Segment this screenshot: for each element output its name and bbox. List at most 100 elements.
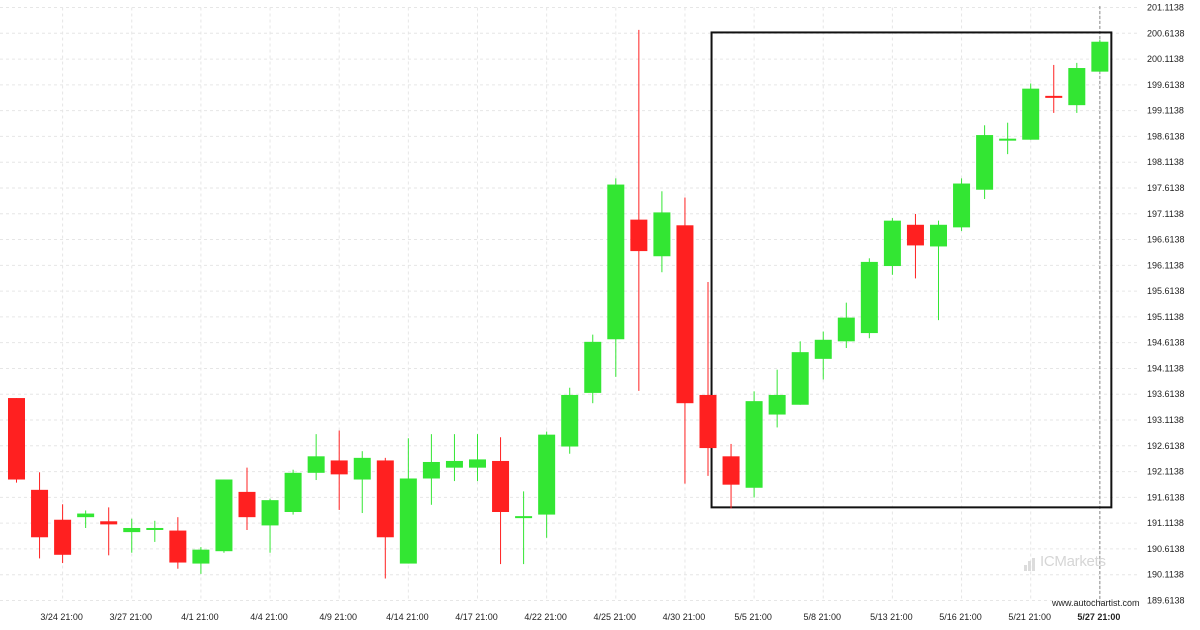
brand-bars-icon — [1024, 554, 1036, 571]
y-tick-label: 195.6138 — [1147, 286, 1185, 296]
candle-body — [422, 461, 440, 479]
candle-down — [906, 213, 924, 279]
candle-down — [699, 282, 717, 476]
candle-body — [630, 219, 648, 252]
y-tick-label: 191.1138 — [1147, 518, 1184, 528]
candle-body — [930, 224, 947, 247]
candle-body — [515, 516, 533, 519]
y-tick-label: 198.1138 — [1147, 157, 1184, 167]
candles — [8, 29, 1109, 579]
candle-up — [445, 434, 463, 482]
candle-up — [999, 122, 1017, 155]
y-axis: 201.1138 200.6138 200.1138 199.6138 199.1138… — [1147, 3, 1185, 606]
y-tick-label: 200.1138 — [1147, 54, 1184, 64]
candle-body — [906, 224, 924, 246]
grid — [0, 6, 1140, 605]
x-tick-label: 4/22 21:00 — [524, 612, 567, 622]
y-tick-label: 201.1138 — [1147, 3, 1184, 13]
candle-up — [469, 434, 486, 482]
candle-down — [54, 504, 72, 564]
candle-up — [607, 178, 625, 377]
y-tick-label: 189.6138 — [1147, 596, 1185, 606]
x-tick-label: 4/17 21:00 — [455, 612, 498, 622]
candle-up — [1091, 39, 1109, 72]
brand-watermark: ICMarkets — [1024, 553, 1106, 571]
candle-body — [538, 434, 556, 515]
candle-down — [676, 197, 694, 484]
candle-body — [492, 460, 510, 513]
candle-up — [837, 302, 855, 349]
candle-body — [469, 459, 486, 468]
candle-body — [100, 521, 118, 525]
x-tick-label: 5/21 21:00 — [1008, 612, 1051, 622]
x-tick-label: 4/1 21:00 — [181, 612, 219, 622]
candle-up — [1068, 62, 1086, 113]
candle-down — [722, 443, 740, 509]
candle-body — [1091, 41, 1109, 72]
y-tick-label: 196.1138 — [1147, 260, 1184, 270]
x-tick-label: 4/14 21:00 — [386, 612, 429, 622]
candle-up — [860, 258, 878, 339]
x-tick-label: 4/9 21:00 — [319, 612, 357, 622]
y-tick-label: 192.1138 — [1147, 467, 1184, 477]
candle-up — [123, 518, 141, 553]
candle-up — [883, 218, 901, 275]
candle-up — [307, 434, 325, 481]
candle-body — [123, 527, 141, 533]
website-link[interactable]: www.autochartist.com — [1052, 598, 1140, 608]
candle-body — [1022, 88, 1040, 140]
candle-body — [284, 472, 302, 513]
candle-body — [215, 479, 233, 552]
y-tick-label: 194.6138 — [1147, 338, 1185, 348]
candle-body — [722, 456, 740, 485]
candle-up — [77, 510, 95, 528]
brand-logo-text: ICMarkets — [1040, 553, 1106, 570]
candle-up — [953, 178, 971, 231]
candle-body — [399, 478, 417, 564]
candle-down — [492, 437, 510, 565]
candle-body — [1045, 95, 1063, 98]
y-tick-label: 199.1138 — [1147, 106, 1184, 116]
candle-body — [607, 184, 625, 340]
x-tick-label: 4/4 21:00 — [250, 612, 288, 622]
candle-down — [169, 517, 187, 569]
candle-body — [883, 220, 901, 267]
candle-down — [376, 457, 394, 579]
candle-up — [584, 334, 602, 404]
candle-down — [100, 507, 118, 556]
candle-body — [814, 339, 832, 359]
candle-body — [976, 135, 994, 190]
candle-body — [999, 138, 1017, 141]
y-tick-label: 197.1138 — [1147, 209, 1184, 219]
candle-body — [54, 519, 72, 555]
candle-body — [791, 352, 809, 405]
candle-down — [8, 398, 25, 483]
candle-body — [1068, 68, 1086, 106]
candle-body — [445, 460, 463, 468]
y-tick-label: 191.6138 — [1147, 492, 1185, 502]
candle-up — [930, 220, 947, 321]
y-tick-label: 193.6138 — [1147, 389, 1185, 399]
candle-body — [353, 457, 371, 480]
candle-up — [653, 191, 671, 273]
y-tick-label: 200.6138 — [1147, 28, 1185, 38]
candle-up — [515, 491, 533, 565]
candle-body — [676, 225, 694, 404]
candle-up — [146, 520, 164, 542]
candle-down — [330, 430, 348, 510]
pattern-box — [710, 31, 1113, 509]
y-tick-label: 196.6138 — [1147, 235, 1185, 245]
candle-down — [31, 472, 49, 559]
x-tick-label: 5/5 21:00 — [734, 612, 772, 622]
y-tick-label: 195.1138 — [1147, 312, 1184, 322]
y-tick-label: 198.6138 — [1147, 131, 1185, 141]
x-tick-label: 5/13 21:00 — [870, 612, 913, 622]
candle-body — [837, 317, 855, 342]
candle-up — [192, 547, 210, 574]
candle-up — [284, 469, 302, 515]
x-tick-label: 5/16 21:00 — [939, 612, 982, 622]
y-tick-label: 190.1138 — [1147, 570, 1184, 580]
candle-up — [745, 391, 763, 498]
y-tick-label: 194.1138 — [1147, 363, 1184, 373]
